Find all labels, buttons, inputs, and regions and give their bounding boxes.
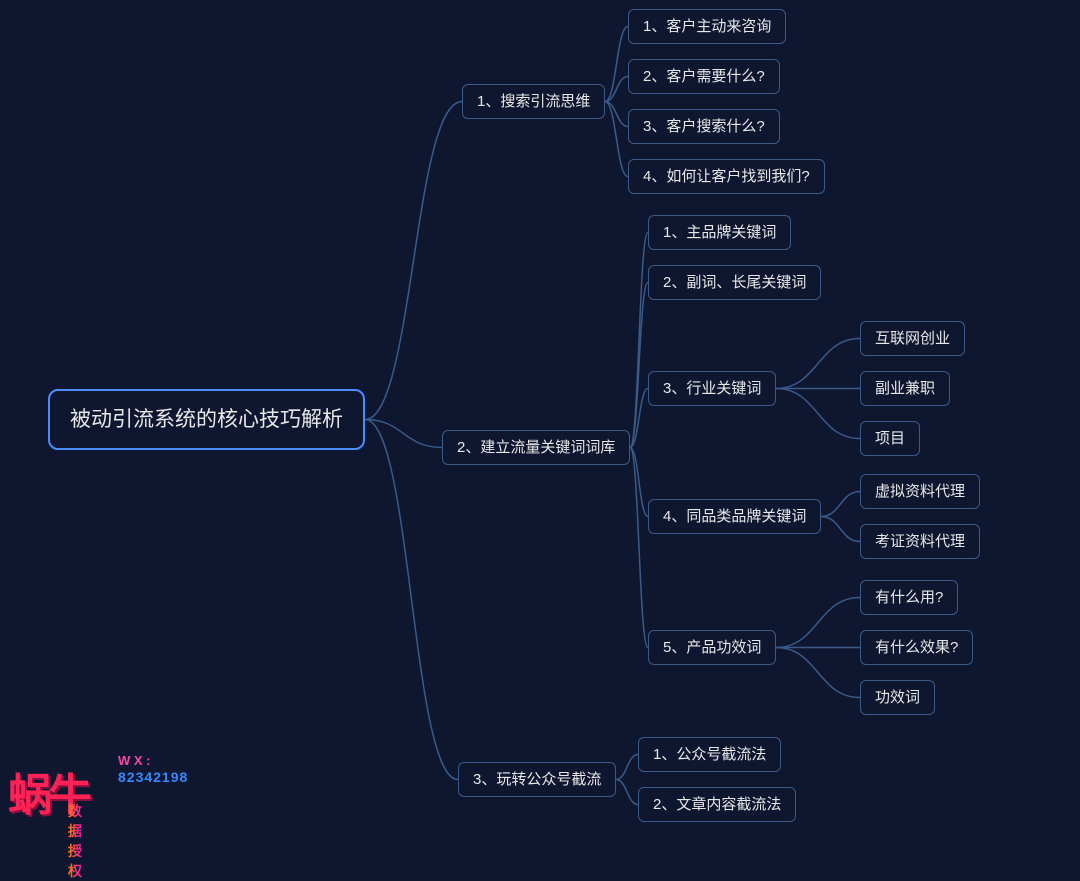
mindmap-node: 1、主品牌关键词 [648, 215, 791, 250]
mindmap-node: 1、公众号截流法 [638, 737, 781, 772]
watermark-wx: W X : [118, 753, 151, 768]
mindmap-node: 虚拟资料代理 [860, 474, 980, 509]
mindmap-node: 1、搜索引流思维 [462, 84, 605, 119]
mindmap-node: 2、副词、长尾关键词 [648, 265, 821, 300]
mindmap-node: 2、建立流量关键词词库 [442, 430, 630, 465]
mindmap-node: 4、同品类品牌关键词 [648, 499, 821, 534]
watermark-number: 82342198 [118, 769, 188, 785]
mindmap-node: 有什么用? [860, 580, 958, 615]
mindmap-node: 4、如何让客户找到我们? [628, 159, 825, 194]
watermark-sub: 数据授权 [68, 801, 88, 881]
mindmap-node: 功效词 [860, 680, 935, 715]
mindmap-node: 1、客户主动来咨询 [628, 9, 786, 44]
root-node: 被动引流系统的核心技巧解析 [48, 389, 365, 450]
mindmap-node: 互联网创业 [860, 321, 965, 356]
mindmap-node: 3、行业关键词 [648, 371, 776, 406]
mindmap-node: 2、文章内容截流法 [638, 787, 796, 822]
mindmap-node: 考证资料代理 [860, 524, 980, 559]
mindmap-node: 有什么效果? [860, 630, 973, 665]
mindmap-node: 2、客户需要什么? [628, 59, 780, 94]
mindmap-node: 副业兼职 [860, 371, 950, 406]
mindmap-node: 5、产品功效词 [648, 630, 776, 665]
mindmap-node: 3、玩转公众号截流 [458, 762, 616, 797]
mindmap-node: 项目 [860, 421, 920, 456]
mindmap-node: 3、客户搜索什么? [628, 109, 780, 144]
watermark: 蜗牛 W X : 82342198 数据授权 [8, 759, 88, 823]
